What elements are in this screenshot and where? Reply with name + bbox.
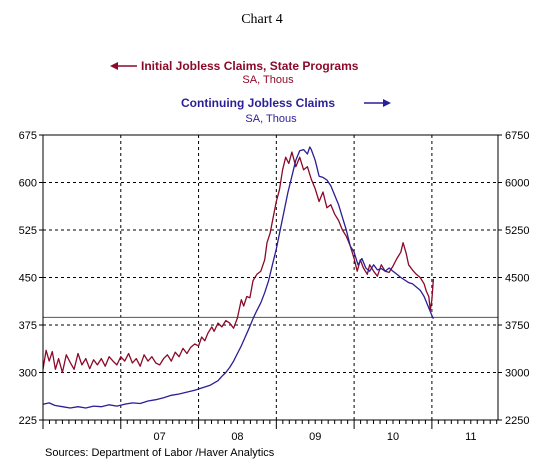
- legend-initial: Initial Jobless Claims, State Programs S…: [110, 59, 359, 86]
- right-axis-tick-label: 5250: [505, 225, 529, 237]
- axes: 225 300 375 450 525 600 675 2250 3000 3750 4500 525…: [19, 130, 530, 443]
- x-axis-year-label: 10: [387, 431, 399, 443]
- series-layer: [42, 146, 435, 409]
- x-axis-year-label: 07: [154, 431, 166, 443]
- left-axis-tick-label: 375: [19, 320, 37, 332]
- x-axis-year-label: 09: [309, 431, 321, 443]
- series-line-initial-claims: [42, 151, 435, 374]
- right-axis-tick-label: 3750: [505, 320, 529, 332]
- series-line-continuing-claims: [42, 146, 434, 409]
- right-axis-tick-label: 3000: [505, 368, 529, 380]
- legend-initial-label: Initial Jobless Claims, State Programs: [141, 59, 359, 73]
- right-axis-tick-label: 4500: [505, 273, 529, 285]
- left-axis-tick-label: 600: [19, 178, 37, 190]
- left-axis-tick-label: 300: [19, 368, 37, 380]
- right-axis-tick-label: 2250: [505, 415, 529, 427]
- legend-initial-units: SA, Thous: [242, 74, 294, 86]
- x-axis-year-label: 11: [465, 431, 476, 443]
- right-axis-tick-label: 6750: [505, 130, 529, 142]
- source-note: Sources: Department of Labor /Haver Anal…: [45, 447, 275, 459]
- legend-continuing-label: Continuing Jobless Claims: [181, 96, 335, 110]
- chart-title: Chart 4: [241, 12, 283, 27]
- left-axis-tick-label: 225: [19, 415, 37, 427]
- right-axis-tick-label: 6000: [505, 178, 529, 190]
- left-axis-tick-label: 525: [19, 225, 37, 237]
- legend-continuing: Continuing Jobless Claims SA, Thous: [181, 96, 391, 125]
- left-axis-tick-label: 675: [19, 130, 37, 142]
- left-axis-tick-label: 450: [19, 273, 37, 285]
- legend-continuing-units: SA, Thous: [245, 113, 297, 125]
- x-axis-year-label: 08: [231, 431, 243, 443]
- legend-initial-arrow-icon: [110, 62, 137, 70]
- legend-continuing-arrow-icon: [364, 99, 391, 107]
- plot-grid: [43, 135, 498, 420]
